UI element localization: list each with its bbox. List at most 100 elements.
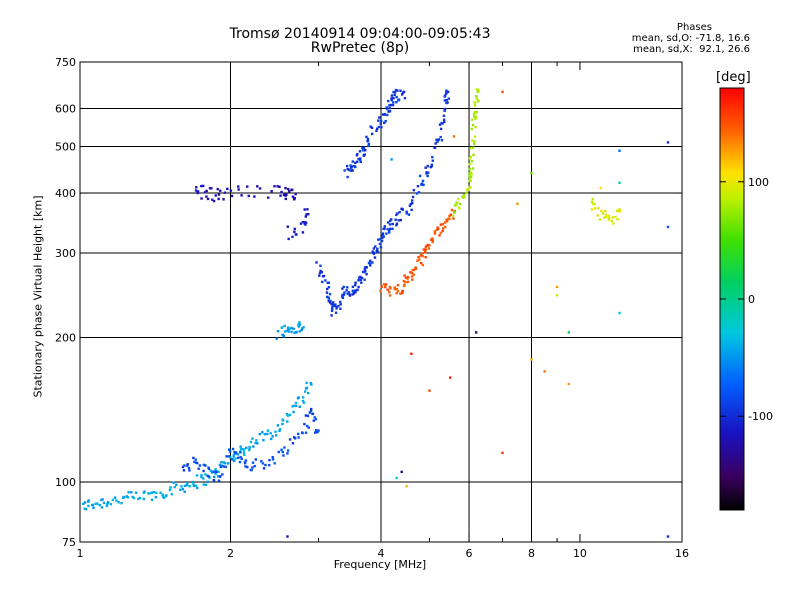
echo-point (391, 103, 395, 107)
echo-point (260, 460, 263, 463)
echo-point (383, 121, 386, 125)
echo-point (618, 210, 622, 213)
echo-point (448, 376, 452, 379)
echo-point (239, 451, 242, 454)
echo-point (179, 488, 182, 492)
echo-point (375, 129, 378, 133)
echo-point (468, 163, 471, 166)
echo-point (380, 119, 383, 123)
echo-point (372, 251, 375, 254)
colorbar-ticks: 100 0 -100 (720, 176, 773, 423)
echo-point (305, 424, 309, 428)
echo-point (394, 218, 397, 221)
echo-point (382, 283, 386, 286)
echo-point (284, 194, 287, 197)
echo-point (102, 501, 106, 505)
echo-point (501, 451, 504, 455)
echo-point (384, 285, 387, 289)
echo-point (266, 432, 269, 436)
echo-point (465, 188, 469, 191)
echo-point (615, 209, 619, 212)
echo-point (393, 91, 397, 94)
echo-point (204, 464, 207, 467)
echo-point (408, 204, 412, 207)
echo-point (165, 494, 168, 497)
echo-point (391, 227, 394, 231)
echo-point (469, 175, 473, 179)
echo-point (303, 208, 306, 211)
echo-point (173, 485, 176, 489)
echo-point (339, 300, 342, 304)
x-tick-label: 8 (528, 547, 535, 560)
echo-point (396, 283, 400, 287)
echo-point (109, 503, 113, 506)
echo-point (237, 185, 240, 188)
echo-point (359, 275, 362, 279)
echo-point (187, 466, 191, 470)
x-tick-label: 1 (77, 547, 84, 560)
echo-point (421, 252, 424, 255)
echo-point (250, 468, 253, 472)
echo-point (361, 149, 365, 152)
echo-point (347, 291, 351, 294)
echo-point (283, 446, 286, 449)
echo-point (331, 306, 334, 309)
echo-point (386, 107, 389, 111)
echo-point (439, 223, 443, 226)
echo-point (451, 214, 455, 217)
echo-point (186, 464, 189, 467)
echo-point (262, 467, 266, 470)
echo-point (210, 471, 214, 474)
echo-point (614, 215, 617, 219)
echo-point (440, 121, 443, 125)
echo-point (132, 496, 136, 500)
echo-point (251, 461, 255, 464)
echo-point (186, 483, 189, 487)
echo-point (202, 184, 205, 188)
echo-point (445, 219, 449, 223)
y-tick-label: 200 (55, 332, 76, 345)
echo-point (307, 212, 310, 216)
echo-point (421, 179, 425, 183)
echo-point (330, 303, 333, 306)
grid-lines (80, 62, 682, 542)
echo-point (395, 100, 398, 104)
echo-point (138, 496, 142, 500)
echo-point (468, 157, 472, 160)
echo-point (211, 198, 214, 201)
echo-point (403, 96, 407, 100)
echo-point (266, 196, 270, 199)
echo-point (470, 172, 473, 176)
echo-point (390, 158, 393, 161)
echo-point (439, 231, 442, 234)
echo-point (378, 116, 381, 119)
echo-point (346, 292, 349, 295)
echo-point (294, 404, 298, 408)
echo-point (384, 120, 387, 123)
echo-point (208, 187, 212, 190)
x-tick-label: 16 (675, 547, 689, 560)
echo-point (530, 358, 533, 361)
echo-point (236, 456, 240, 460)
echo-point (286, 414, 290, 417)
echo-point (261, 431, 264, 434)
echo-point (282, 335, 285, 338)
echo-point (472, 153, 475, 157)
echo-point (430, 163, 434, 167)
echo-point (291, 235, 294, 239)
echo-point (230, 194, 234, 198)
echo-point (251, 437, 254, 440)
echo-point (438, 123, 442, 126)
echo-point (386, 228, 389, 231)
echo-point (611, 216, 614, 219)
echo-point (476, 90, 480, 94)
echo-point (83, 507, 86, 510)
echo-point (253, 195, 256, 198)
echo-point (276, 185, 279, 188)
echo-point (218, 463, 222, 467)
echo-point (375, 249, 378, 253)
echo-point (222, 461, 226, 464)
echo-point (94, 502, 97, 505)
echo-point (363, 267, 367, 271)
echo-point (406, 277, 409, 280)
